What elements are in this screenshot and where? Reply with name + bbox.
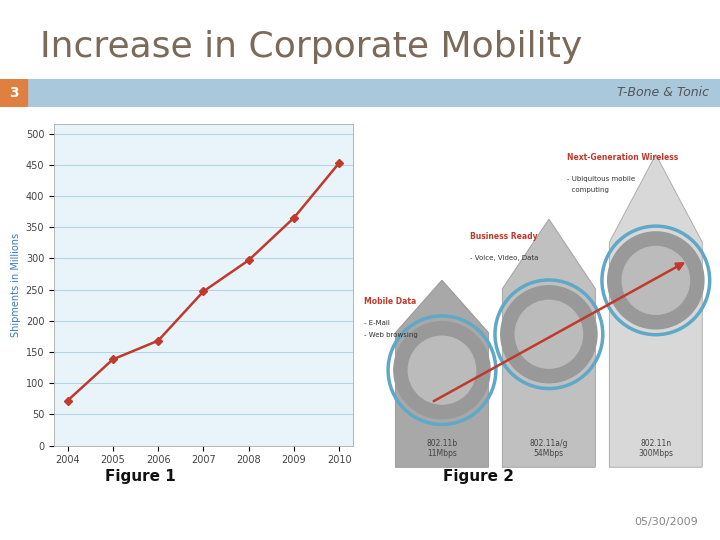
Circle shape bbox=[516, 300, 582, 368]
Text: Figure 1: Figure 1 bbox=[105, 469, 176, 484]
Circle shape bbox=[501, 286, 597, 383]
Polygon shape bbox=[609, 155, 702, 467]
Text: - Voice, Video, Data: - Voice, Video, Data bbox=[470, 255, 539, 261]
Text: 3: 3 bbox=[9, 86, 19, 100]
Text: Business Ready: Business Ready bbox=[470, 232, 538, 241]
Text: Mobile Data: Mobile Data bbox=[364, 296, 416, 306]
Text: - E-Mail: - E-Mail bbox=[364, 320, 390, 326]
Text: 802.11a/g
54Mbps: 802.11a/g 54Mbps bbox=[530, 438, 568, 458]
Text: Next-Generation Wireless: Next-Generation Wireless bbox=[567, 153, 678, 162]
Polygon shape bbox=[503, 219, 595, 467]
Text: 802.11n
300Mbps: 802.11n 300Mbps bbox=[639, 438, 673, 458]
Text: Increase in Corporate Mobility: Increase in Corporate Mobility bbox=[40, 30, 582, 64]
Y-axis label: Shipments in Millions: Shipments in Millions bbox=[12, 233, 22, 337]
Text: - Ubiquitous mobile: - Ubiquitous mobile bbox=[567, 176, 635, 183]
Circle shape bbox=[622, 246, 690, 314]
Text: computing: computing bbox=[567, 187, 608, 193]
Text: 802.11b
11Mbps: 802.11b 11Mbps bbox=[426, 438, 457, 458]
Text: - Web browsing: - Web browsing bbox=[364, 333, 418, 339]
Text: 05/30/2009: 05/30/2009 bbox=[634, 516, 698, 526]
Circle shape bbox=[408, 336, 476, 404]
Bar bbox=[0, 79, 27, 107]
Circle shape bbox=[394, 322, 490, 418]
Text: T-Bone & Tonic: T-Bone & Tonic bbox=[617, 86, 709, 99]
Text: Figure 2: Figure 2 bbox=[444, 469, 514, 484]
Circle shape bbox=[608, 232, 704, 329]
Polygon shape bbox=[396, 280, 488, 467]
